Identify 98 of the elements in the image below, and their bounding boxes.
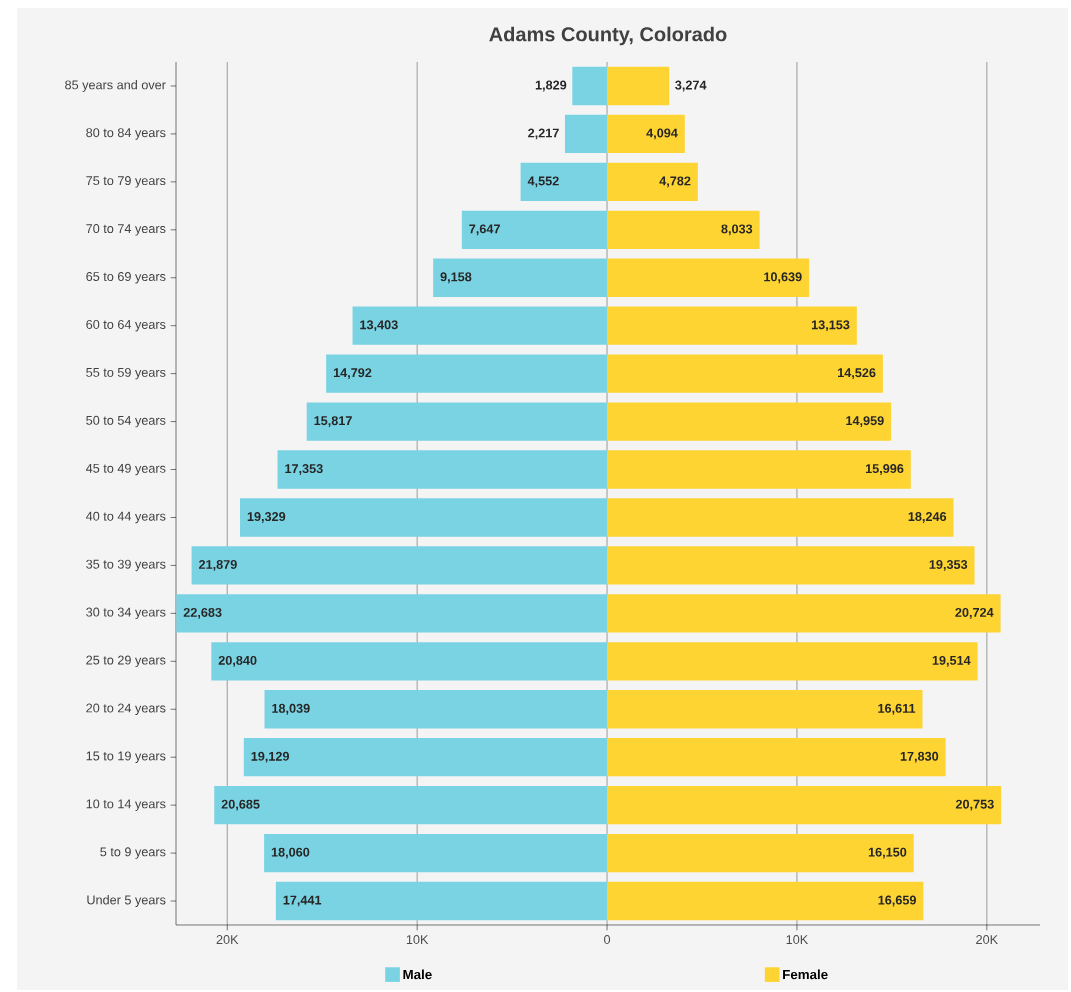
data-label: 16,150 xyxy=(868,847,907,859)
x-tick-label: 10K xyxy=(406,935,429,945)
legend-label: Male xyxy=(403,969,432,980)
bar xyxy=(520,162,608,202)
bar xyxy=(211,642,608,681)
bar xyxy=(607,354,883,393)
x-tick-label: 20K xyxy=(216,935,239,945)
bar xyxy=(607,210,760,249)
legend-label: Female xyxy=(783,969,828,980)
y-tick-label: 5 to 9 years xyxy=(100,847,166,859)
bar xyxy=(607,450,911,489)
y-tick-label: 80 to 84 years xyxy=(86,128,166,140)
data-label: 15,817 xyxy=(314,416,352,427)
y-tick-label: 35 to 39 years xyxy=(86,559,166,572)
x-tick-label: 20K xyxy=(976,935,998,945)
data-label: 9,158 xyxy=(440,272,472,284)
bar xyxy=(352,306,608,345)
data-label: 10,639 xyxy=(764,272,802,284)
data-label: 20,753 xyxy=(955,799,994,811)
y-tick-label: 20 to 24 years xyxy=(86,703,166,715)
data-label: 14,959 xyxy=(846,416,884,427)
chart-title: Adams County, Colorado xyxy=(489,26,727,46)
bar xyxy=(433,258,608,297)
y-tick-label: 50 to 54 years xyxy=(86,415,166,428)
y-tick-label: 45 to 49 years xyxy=(85,463,166,476)
bar xyxy=(607,594,1001,633)
bar xyxy=(243,738,608,777)
bar xyxy=(607,66,670,106)
data-label: 18,039 xyxy=(272,703,310,715)
bar xyxy=(306,402,608,441)
bar xyxy=(607,258,810,297)
bar xyxy=(607,690,923,729)
bar xyxy=(607,785,1002,825)
data-label: 16,611 xyxy=(878,703,916,715)
y-tick-label: 65 to 69 years xyxy=(86,272,166,284)
data-label: 14,792 xyxy=(333,368,372,380)
x-tick-label: 10K xyxy=(786,935,809,945)
bar xyxy=(564,114,608,154)
data-label: 20,685 xyxy=(221,799,260,811)
y-tick-label: 55 to 59 years xyxy=(86,367,166,380)
data-label: 20,840 xyxy=(218,655,257,667)
bar xyxy=(607,546,975,585)
data-label: 17,353 xyxy=(285,464,323,475)
bar xyxy=(461,210,608,249)
data-label: 19,129 xyxy=(251,751,290,763)
data-label: 14,526 xyxy=(838,368,876,380)
bar xyxy=(607,881,924,921)
data-label: 1,829 xyxy=(535,80,567,92)
data-label: 19,353 xyxy=(929,560,968,571)
y-tick-label: Under 5 years xyxy=(87,895,166,907)
data-label: 13,403 xyxy=(360,320,398,332)
y-tick-label: 15 to 19 years xyxy=(86,751,166,763)
y-tick-label: 85 years and over xyxy=(65,80,166,92)
bar xyxy=(326,354,608,393)
bar xyxy=(572,66,608,106)
bar xyxy=(607,114,685,154)
data-label: 22,683 xyxy=(183,607,222,619)
y-tick-label: 30 to 34 years xyxy=(86,607,166,620)
bar xyxy=(607,402,892,441)
bar xyxy=(607,642,978,681)
y-tick-label: 25 to 29 years xyxy=(86,655,166,668)
data-label: 2,217 xyxy=(528,128,559,140)
data-label: 19,514 xyxy=(932,655,971,667)
data-label: 19,329 xyxy=(247,512,286,523)
bar xyxy=(176,594,608,633)
data-label: 20,724 xyxy=(955,607,994,619)
data-label: 3,274 xyxy=(675,80,707,92)
y-tick-label: 40 to 44 years xyxy=(85,511,166,524)
data-label: 4,782 xyxy=(659,176,691,188)
bar xyxy=(264,690,608,729)
bar xyxy=(191,546,608,585)
data-label: 18,246 xyxy=(908,512,947,523)
bar xyxy=(240,498,608,537)
data-label: 17,830 xyxy=(900,751,939,763)
data-label: 13,153 xyxy=(811,320,850,332)
y-tick-label: 70 to 74 years xyxy=(86,224,166,236)
bar xyxy=(277,450,608,489)
bar xyxy=(607,833,914,873)
y-tick-label: 75 to 79 years xyxy=(86,176,166,188)
data-label: 18,060 xyxy=(271,847,310,859)
bar xyxy=(607,498,954,537)
data-label: 17,441 xyxy=(283,895,322,907)
data-label: 21,879 xyxy=(198,560,237,571)
bar xyxy=(264,833,608,873)
data-label: 8,033 xyxy=(721,224,753,236)
y-tick-label: 60 to 64 years xyxy=(86,319,166,332)
bar xyxy=(607,162,698,202)
x-tick-label: 0 xyxy=(604,935,611,945)
data-label: 7,647 xyxy=(469,224,500,236)
bar xyxy=(607,738,946,777)
data-label: 4,552 xyxy=(527,176,559,188)
bar xyxy=(214,785,608,825)
data-label: 4,094 xyxy=(646,128,678,140)
data-label: 16,659 xyxy=(878,895,916,907)
y-tick-label: 10 to 14 years xyxy=(86,799,166,811)
data-label: 15,996 xyxy=(865,464,904,475)
bar xyxy=(607,306,857,345)
bar xyxy=(275,881,608,921)
